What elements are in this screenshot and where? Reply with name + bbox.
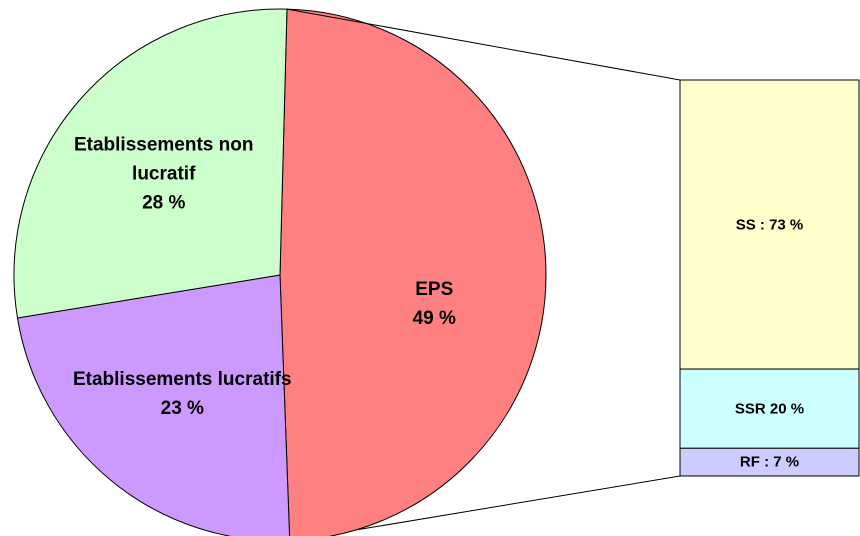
slice-name: Etablissements lucratifs [72, 369, 292, 391]
slice-name: EPS [415, 279, 454, 301]
pie-slice [13, 8, 288, 319]
segment-value: RF : 7 % [739, 453, 800, 471]
segment-value: SSR 20 % [734, 400, 805, 418]
segment-label: RF : 7 % [680, 454, 860, 471]
slice-label: EPS 49 % [319, 275, 549, 333]
slice-name: Etablissements non lucratif [73, 134, 254, 185]
slice-value: 28 % [142, 192, 186, 214]
slice-value: 23 % [160, 398, 204, 420]
segment-label: SS : 73 % [680, 216, 860, 233]
bar-segment [679, 79, 860, 370]
slice-value: 49 % [412, 308, 456, 330]
slice-label: Etablissements non lucratif 28 % [49, 130, 279, 217]
slice-label: Etablissements lucratifs 23 % [67, 365, 297, 423]
pie-slice [279, 8, 547, 536]
segment-label: SSR 20 % [680, 400, 860, 417]
segment-value: SS : 73 % [735, 216, 804, 234]
pie-slice [16, 274, 291, 536]
bar-segment [679, 447, 860, 477]
connector [286, 8, 681, 81]
connector [355, 475, 681, 531]
